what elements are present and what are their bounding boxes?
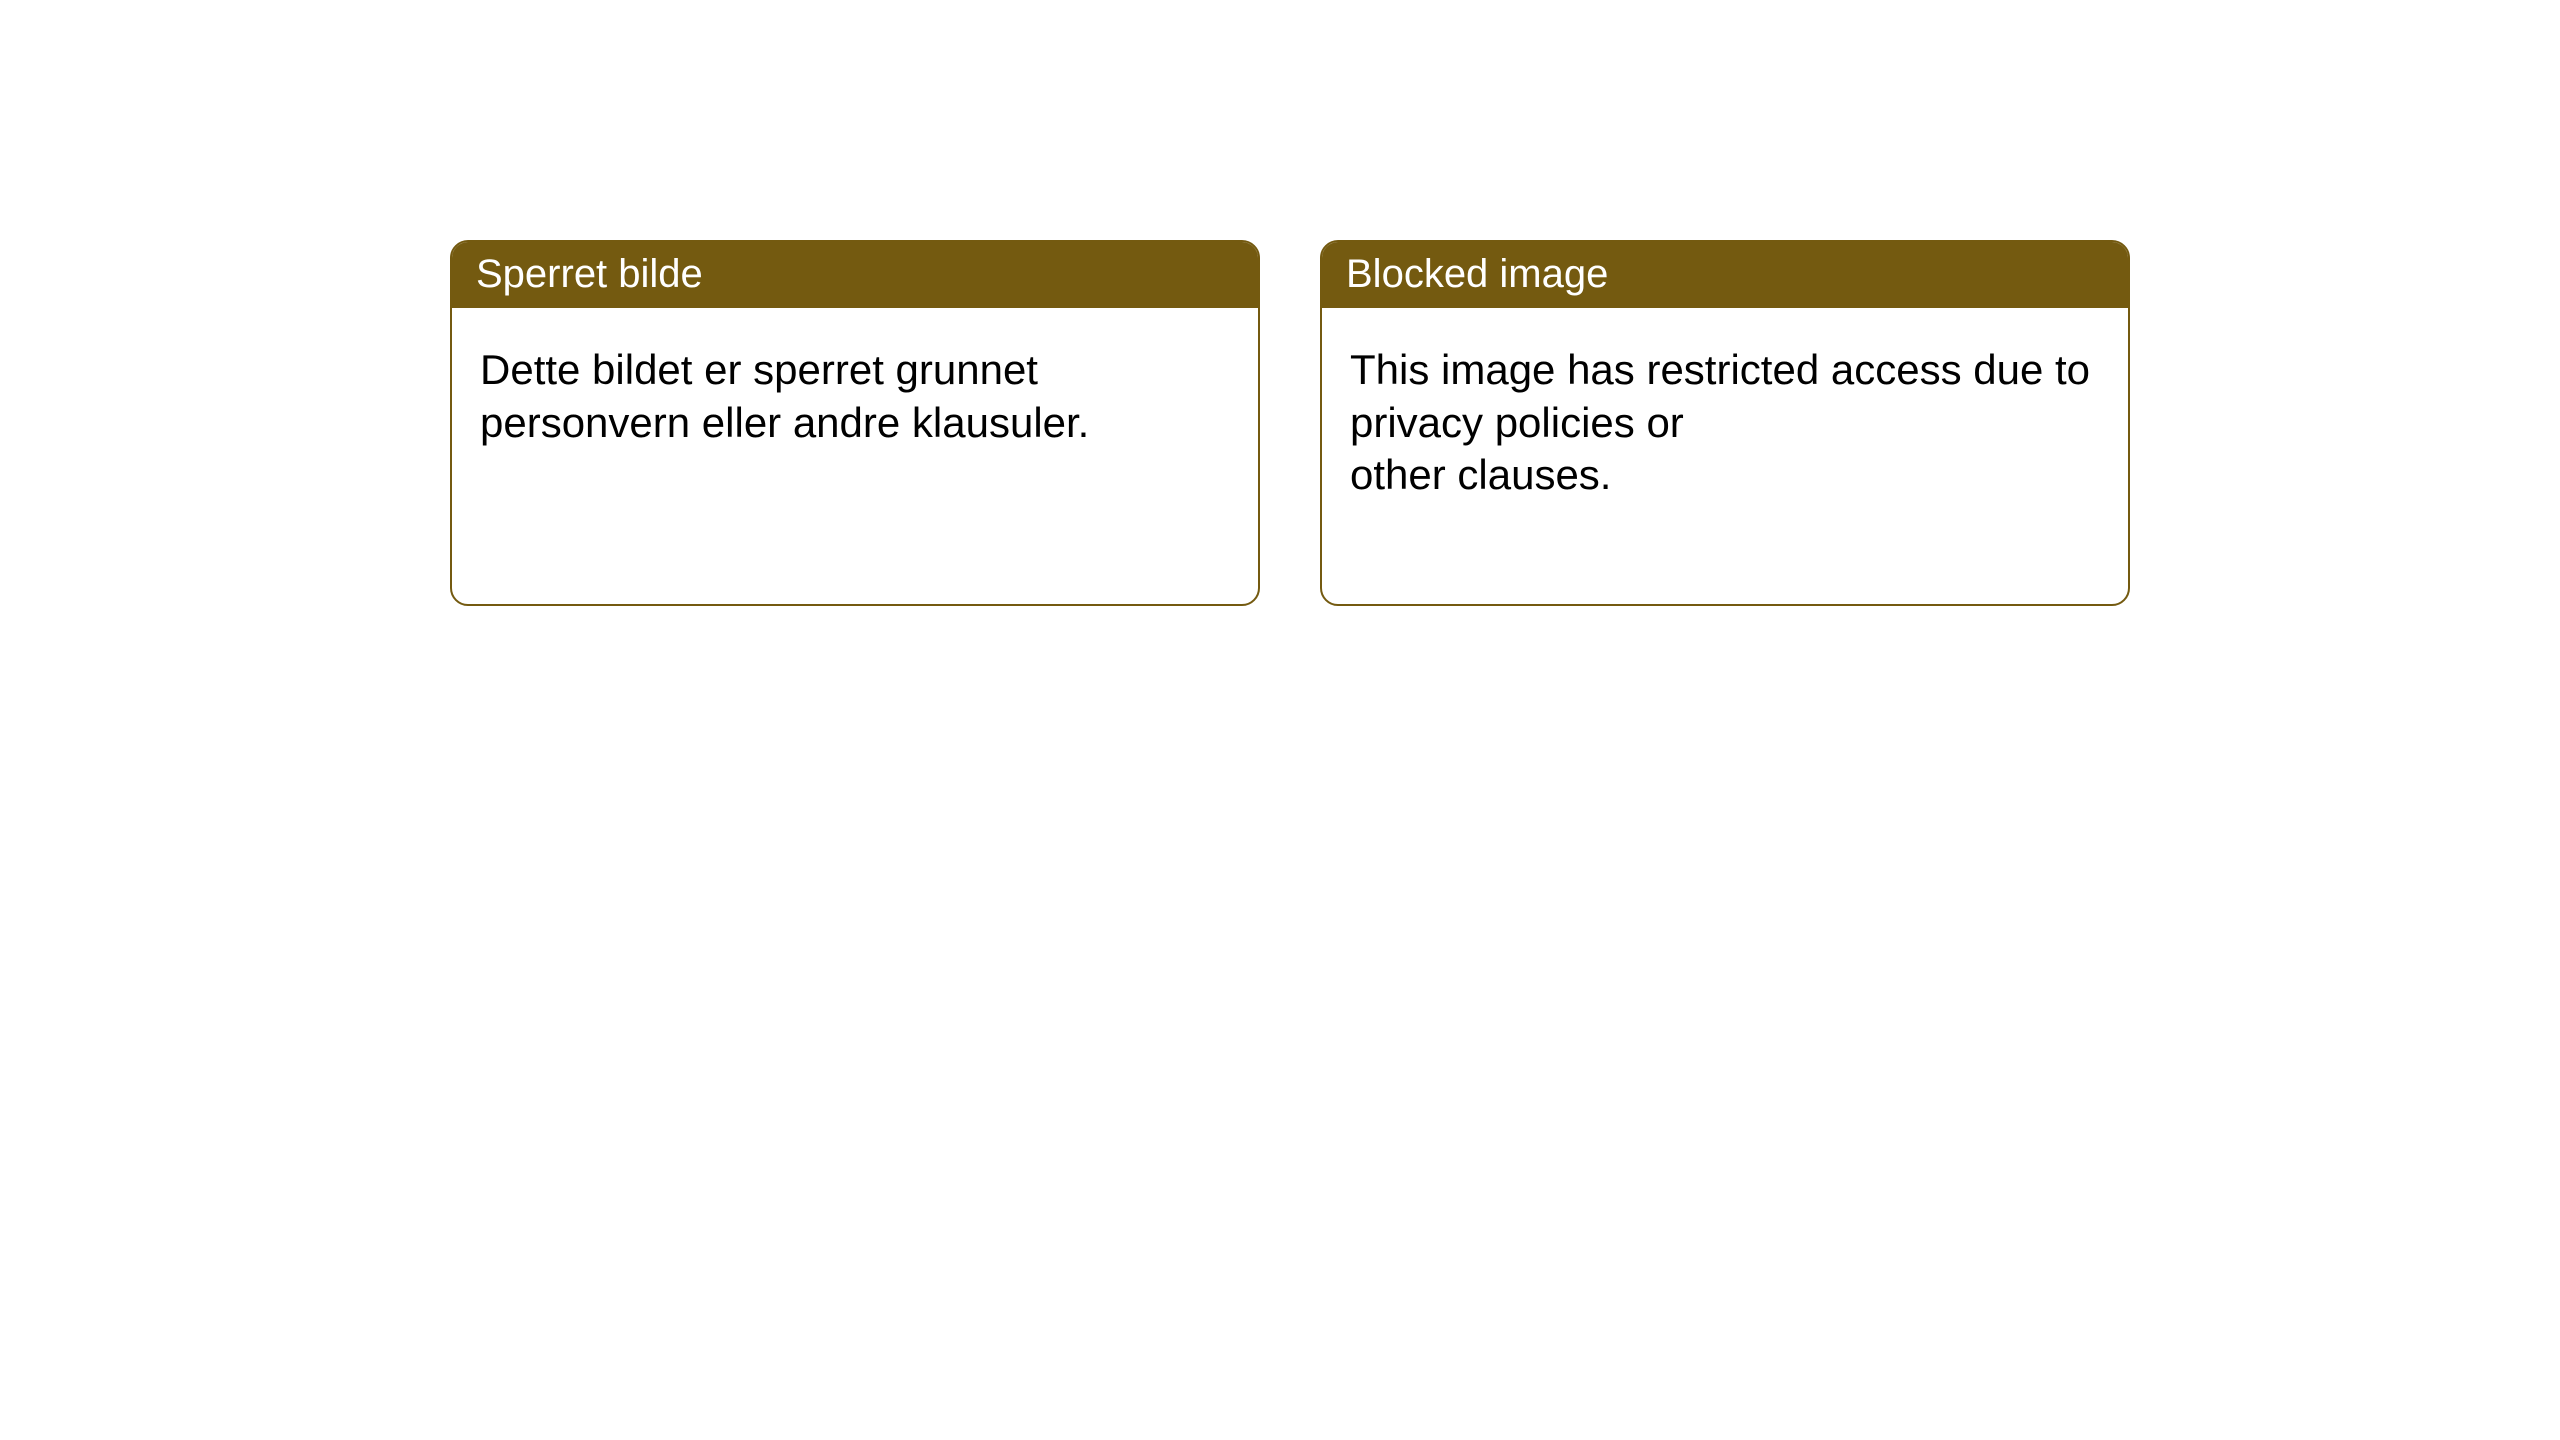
- notice-card-body: This image has restricted access due to …: [1322, 308, 2128, 604]
- notice-card-english: Blocked image This image has restricted …: [1320, 240, 2130, 606]
- notice-card-header: Blocked image: [1322, 242, 2128, 308]
- notice-card-header: Sperret bilde: [452, 242, 1258, 308]
- notice-card-body: Dette bildet er sperret grunnet personve…: [452, 308, 1258, 604]
- notice-cards-container: Sperret bilde Dette bildet er sperret gr…: [450, 240, 2130, 606]
- notice-card-norwegian: Sperret bilde Dette bildet er sperret gr…: [450, 240, 1260, 606]
